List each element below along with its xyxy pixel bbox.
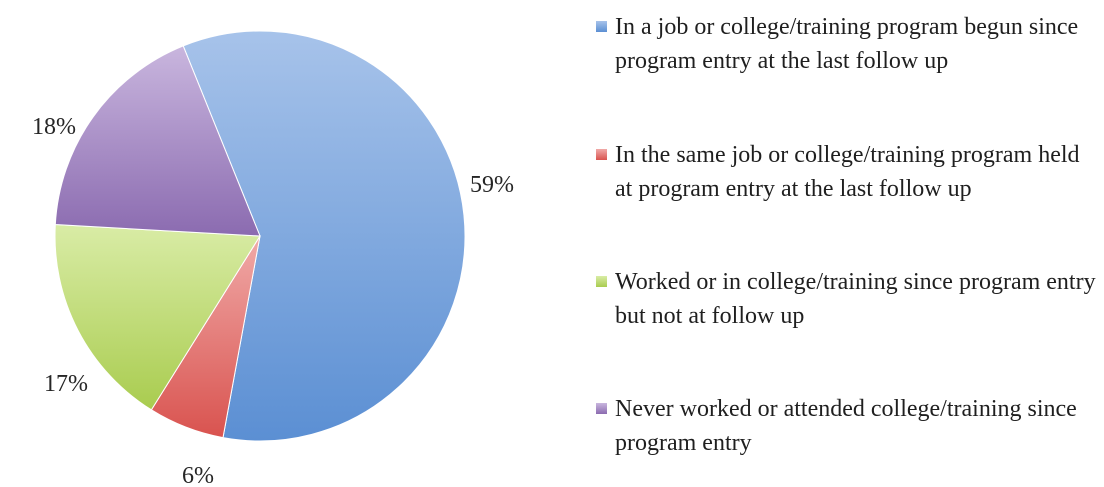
- pie-chart: 59% 6% 17% 18%: [32, 30, 514, 487]
- legend-item: Never worked or attended college/trainin…: [596, 392, 1097, 460]
- slice-value-label: 18%: [32, 114, 76, 140]
- pie-slice: [54, 45, 261, 237]
- legend-label: Worked or in college/training since prog…: [615, 269, 1096, 329]
- legend-item: In the same job or college/training prog…: [596, 138, 1097, 206]
- slice-value-label: 17%: [44, 371, 88, 397]
- legend-swatch-icon: [596, 403, 607, 414]
- legend-swatch-icon: [596, 21, 607, 32]
- pie-slice: [54, 224, 261, 411]
- slice-value-label: 59%: [470, 172, 514, 198]
- slice-value-label: 6%: [182, 463, 214, 487]
- legend-swatch-icon: [596, 276, 607, 287]
- legend-item: In a job or college/training program beg…: [596, 10, 1097, 78]
- legend-label: In the same job or college/training prog…: [615, 142, 1080, 202]
- legend-label: In a job or college/training program beg…: [615, 14, 1079, 74]
- legend-swatch-icon: [596, 149, 607, 160]
- legend-item: Worked or in college/training since prog…: [596, 265, 1097, 333]
- pie-slice: [182, 30, 466, 442]
- legend-label: Never worked or attended college/trainin…: [615, 396, 1077, 456]
